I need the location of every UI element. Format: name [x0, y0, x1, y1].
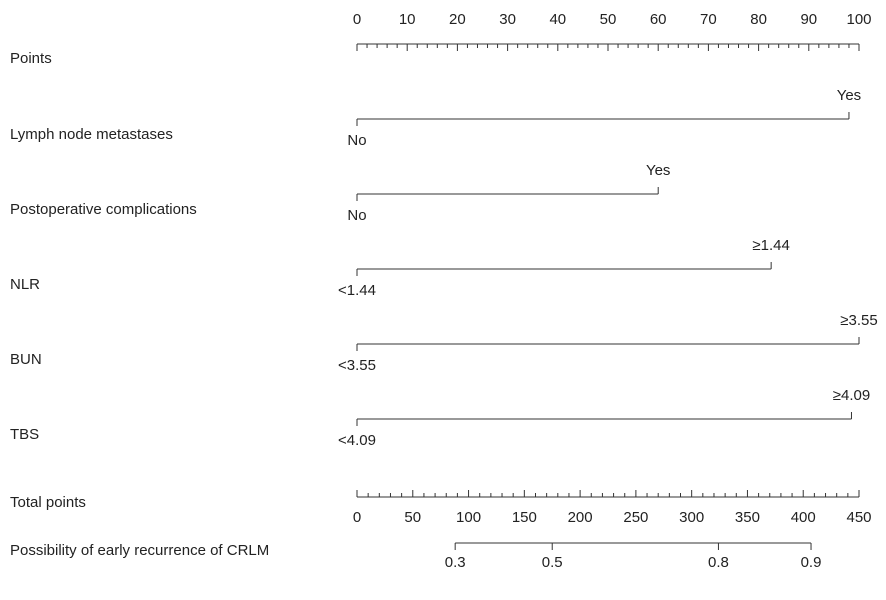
level-label: ≥3.55: [840, 312, 877, 329]
tick-label: 0: [353, 509, 361, 526]
tick-label: 200: [568, 509, 593, 526]
tick-label: 50: [404, 509, 421, 526]
level-label: No: [347, 132, 366, 149]
level-label: No: [347, 207, 366, 224]
tick-label: 20: [449, 11, 466, 28]
tick-label: 0.9: [801, 554, 822, 571]
tick-label: 100: [846, 11, 871, 28]
tick-label: 0.8: [708, 554, 729, 571]
tick-label: 40: [549, 11, 566, 28]
tick-label: 30: [499, 11, 516, 28]
tick-label: 450: [846, 509, 871, 526]
tick-label: 90: [800, 11, 817, 28]
tick-label: 150: [512, 509, 537, 526]
tick-label: 10: [399, 11, 416, 28]
row-label: TBS: [10, 426, 39, 443]
row-label: Lymph node metastases: [10, 126, 173, 143]
level-label: Yes: [646, 162, 670, 179]
tick-label: 400: [791, 509, 816, 526]
tick-label: 0.5: [542, 554, 563, 571]
level-label: ≥4.09: [833, 387, 870, 404]
level-label: <1.44: [338, 282, 376, 299]
tick-label: 250: [623, 509, 648, 526]
row-label: Possibility of early recurrence of CRLM: [10, 542, 269, 559]
tick-label: 60: [650, 11, 667, 28]
level-label: ≥1.44: [752, 237, 789, 254]
tick-label: 0: [353, 11, 361, 28]
tick-label: 70: [700, 11, 717, 28]
tick-label: 80: [750, 11, 767, 28]
tick-label: 0.3: [445, 554, 466, 571]
row-label: BUN: [10, 351, 42, 368]
tick-label: 100: [456, 509, 481, 526]
row-label: Points: [10, 50, 52, 67]
row-label: Total points: [10, 494, 86, 511]
level-label: Yes: [837, 87, 861, 104]
row-label: NLR: [10, 276, 40, 293]
tick-label: 350: [735, 509, 760, 526]
level-label: <4.09: [338, 432, 376, 449]
tick-label: 50: [600, 11, 617, 28]
row-label: Postoperative complications: [10, 201, 197, 218]
level-label: <3.55: [338, 357, 376, 374]
tick-label: 300: [679, 509, 704, 526]
